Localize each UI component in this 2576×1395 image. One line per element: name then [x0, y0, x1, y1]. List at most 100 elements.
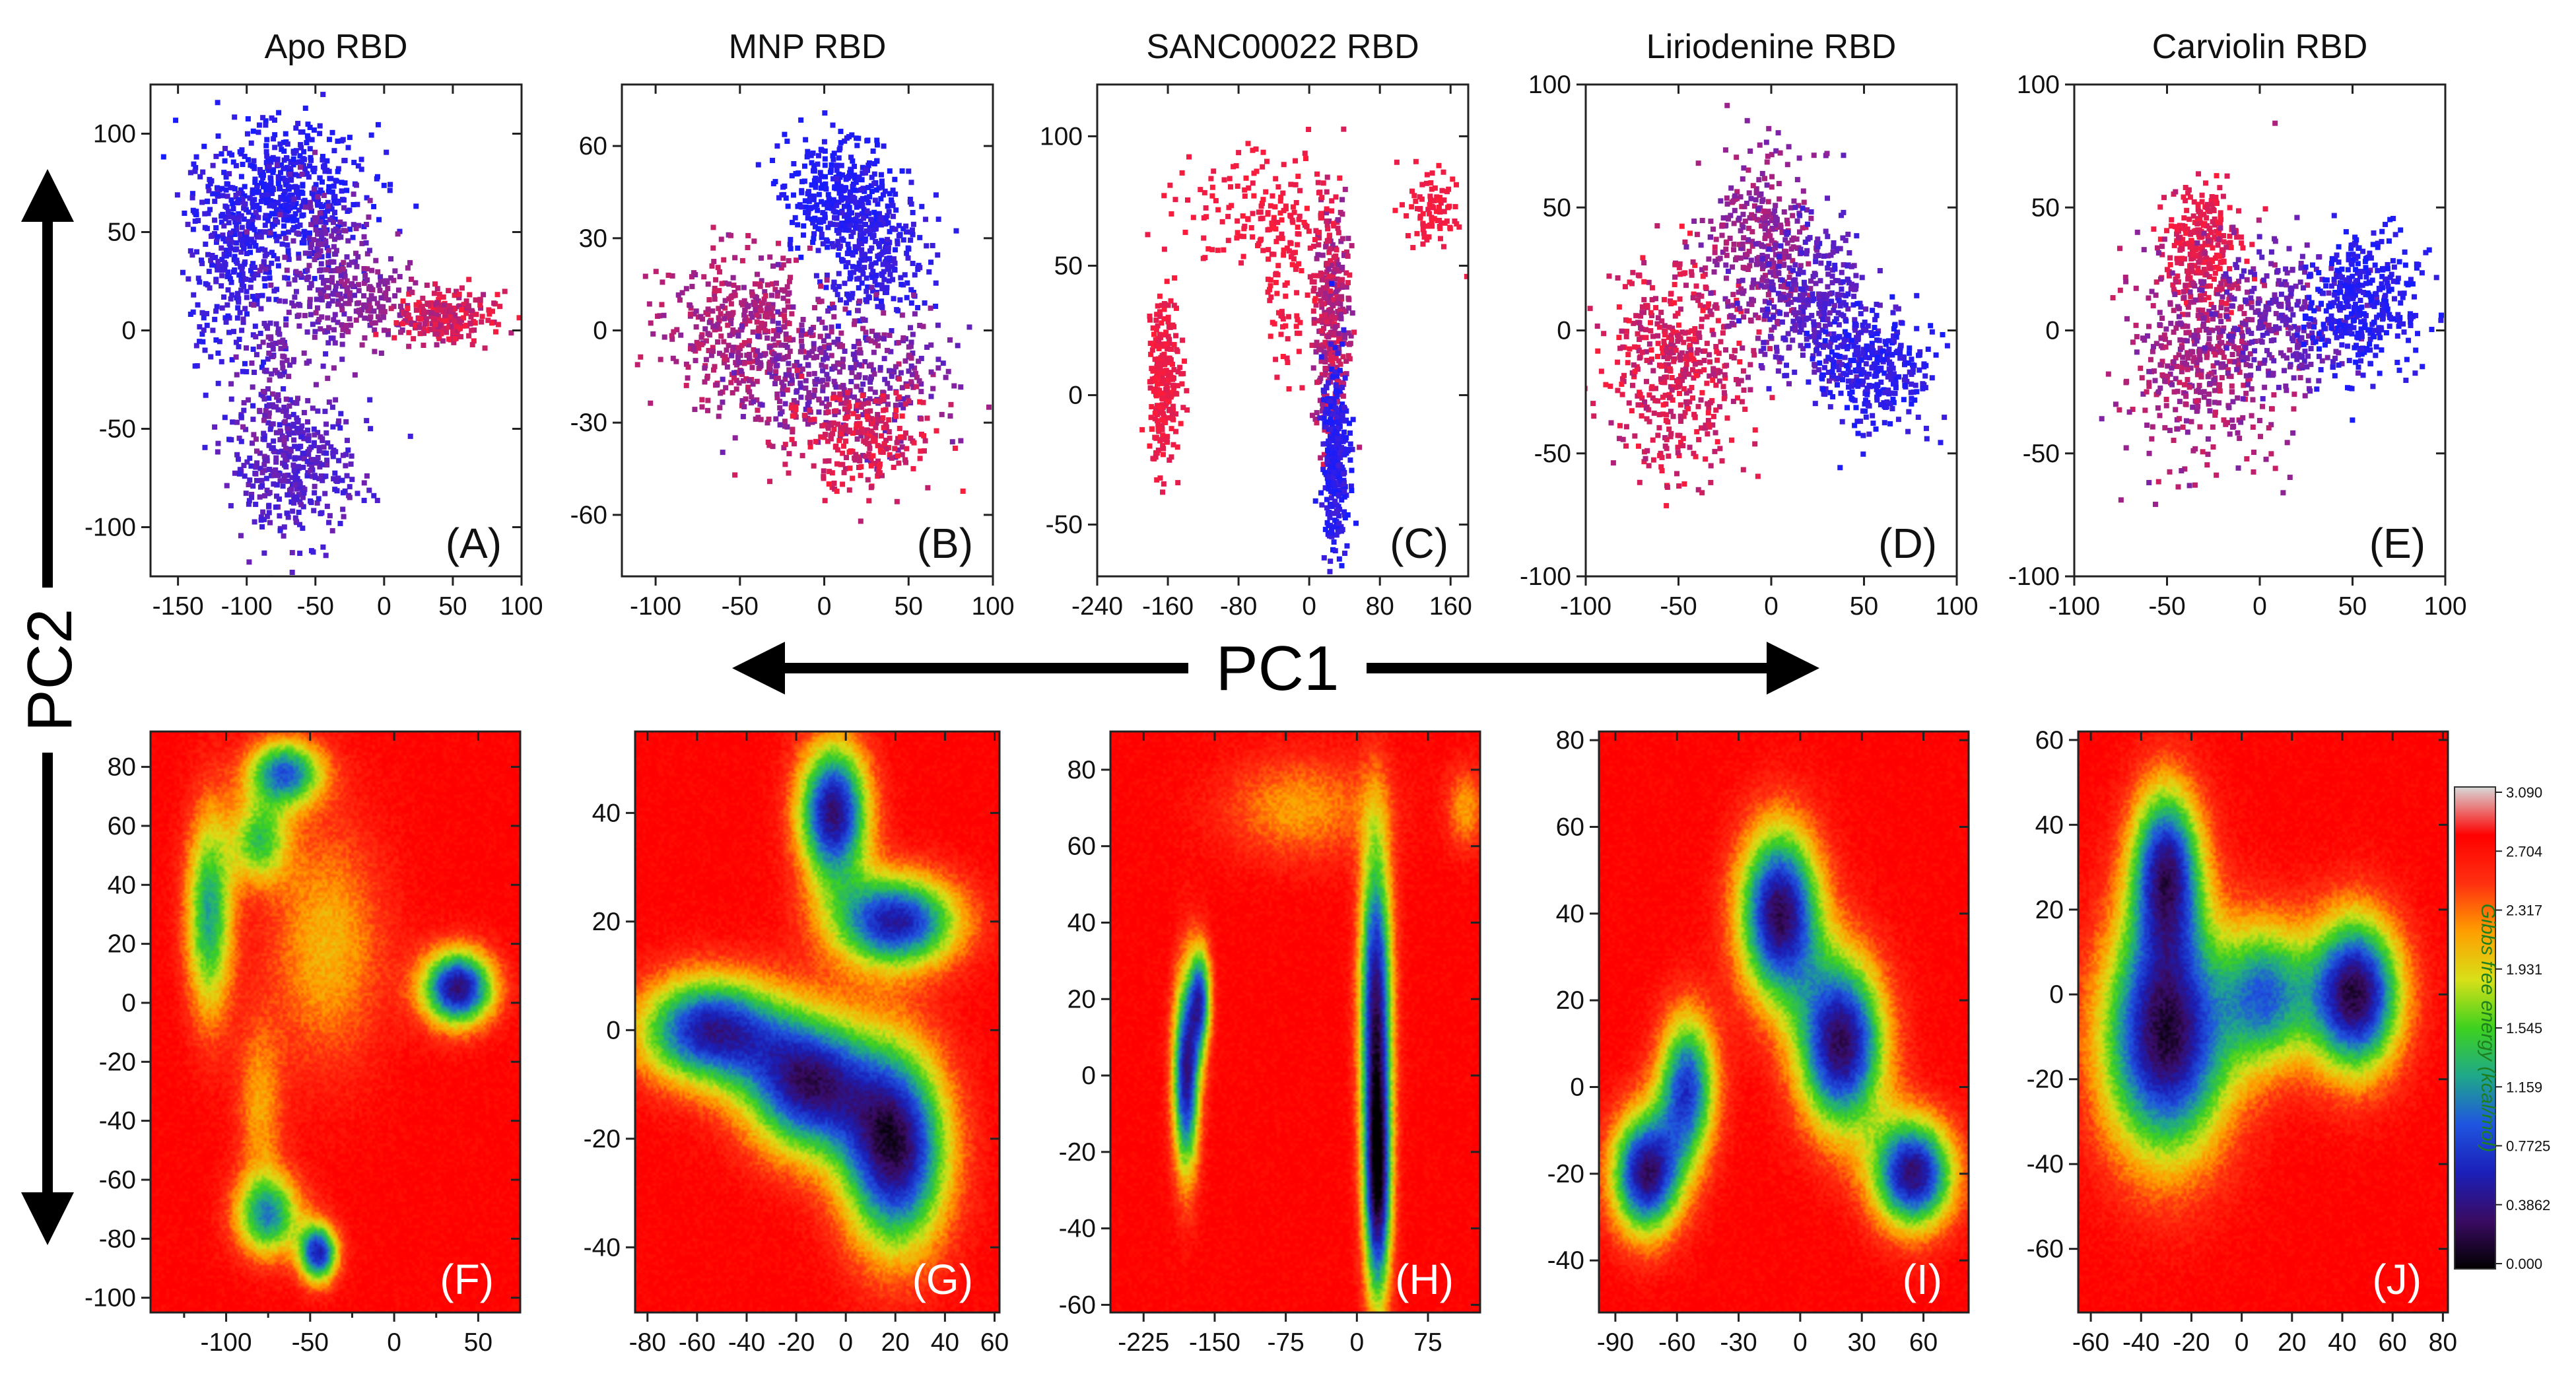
scatter-point: [781, 324, 787, 330]
scatter-point: [374, 300, 380, 306]
scatter-point: [1302, 151, 1308, 156]
scatter-point: [345, 238, 351, 244]
scatter-point: [283, 396, 289, 402]
scatter-point: [865, 137, 871, 143]
scatter-point: [871, 371, 877, 377]
scatter-point: [1334, 300, 1340, 306]
scatter-point: [810, 168, 816, 174]
scatter-point: [850, 194, 856, 200]
scatter-point: [339, 341, 345, 347]
scatter-point: [308, 154, 314, 160]
scatter-point: [263, 475, 269, 481]
scatter-point: [829, 324, 834, 330]
scatter-point: [947, 337, 953, 343]
scatter-point: [374, 174, 380, 180]
scatter-point: [698, 334, 704, 340]
scatter-point: [861, 230, 867, 236]
scatter-point: [257, 229, 263, 235]
scatter-point: [860, 325, 866, 331]
scatter-point: [358, 166, 364, 172]
scatter-point: [885, 262, 891, 268]
scatter-point: [848, 166, 854, 172]
scatter-point: [1150, 456, 1156, 461]
scatter-point: [468, 314, 474, 320]
scatter-point: [917, 265, 923, 271]
scatter-point: [226, 329, 232, 335]
scatter-point: [842, 415, 848, 421]
scatter-point: [710, 308, 716, 314]
scatter-point: [1328, 288, 1334, 294]
scatter-point: [306, 253, 312, 259]
scatter-point: [259, 469, 265, 475]
scatter-point: [1334, 373, 1339, 379]
scatter-point: [192, 65, 197, 71]
scatter-point: [1295, 224, 1301, 230]
scatter-point: [1175, 369, 1181, 375]
panel-A-ytick-label: -50: [99, 415, 136, 444]
scatter-point: [897, 376, 902, 382]
scatter-point: [1349, 243, 1355, 249]
scatter-point: [345, 285, 351, 290]
scatter-point: [258, 517, 264, 523]
scatter-point: [1349, 310, 1355, 316]
scatter-point: [174, 192, 180, 198]
scatter-point: [459, 307, 465, 313]
scatter-point: [281, 166, 287, 172]
scatter-point: [1273, 357, 1279, 362]
scatter-point: [254, 352, 259, 358]
scatter-point: [850, 252, 856, 258]
scatter-point: [1353, 520, 1359, 526]
scatter-point: [955, 343, 961, 349]
scatter-point: [836, 230, 842, 236]
scatter-point: [230, 269, 236, 275]
scatter-point: [283, 195, 289, 201]
scatter-point: [241, 463, 247, 469]
scatter-point: [440, 294, 446, 300]
scatter-point: [367, 397, 373, 403]
scatter-point: [261, 259, 267, 265]
scatter-point: [881, 143, 887, 149]
panel-C-points: [1139, 126, 1468, 574]
panel-B-points: [634, 110, 992, 524]
scatter-point: [831, 426, 837, 432]
scatter-point: [325, 328, 331, 334]
scatter-point: [805, 362, 811, 368]
scatter-point: [331, 327, 337, 333]
scatter-point: [648, 400, 654, 406]
scatter-point: [285, 426, 291, 432]
scatter-point: [745, 232, 751, 238]
scatter-point: [867, 408, 873, 414]
scatter-point: [739, 343, 745, 349]
scatter-point: [234, 452, 240, 458]
scatter-point: [322, 409, 328, 415]
scatter-point: [837, 297, 843, 303]
scatter-point: [253, 471, 259, 477]
scatter-point: [271, 253, 277, 259]
scatter-point: [1186, 154, 1192, 160]
scatter-point: [333, 449, 339, 455]
scatter-point: [870, 367, 876, 373]
scatter-point: [823, 181, 829, 187]
scatter-point: [918, 381, 924, 387]
scatter-point: [388, 182, 393, 187]
scatter-point: [710, 367, 716, 373]
scatter-point: [887, 271, 893, 277]
scatter-point: [286, 414, 292, 420]
scatter-point: [812, 224, 818, 230]
scatter-point: [714, 382, 720, 388]
scatter-point: [1334, 398, 1340, 404]
scatter-point: [324, 245, 330, 251]
scatter-point: [869, 328, 875, 334]
scatter-point: [432, 326, 438, 332]
scatter-point: [283, 154, 289, 160]
scatter-point: [764, 329, 770, 335]
scatter-point: [1661, 354, 1667, 360]
scatter-point: [469, 308, 475, 314]
scatter-point: [1429, 223, 1435, 229]
scatter-point: [817, 347, 823, 353]
scatter-point: [870, 288, 876, 294]
scatter-point: [825, 308, 831, 314]
scatter-point: [824, 382, 830, 388]
scatter-point: [815, 207, 821, 213]
scatter-point: [1163, 341, 1169, 347]
